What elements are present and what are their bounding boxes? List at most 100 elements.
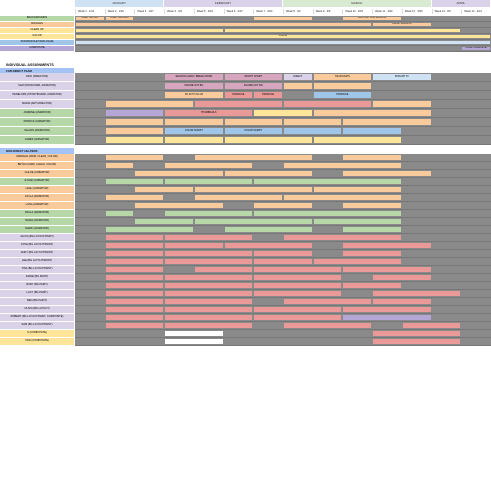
task-bar[interactable]: START LAYOUT bbox=[76, 17, 104, 20]
task-bar[interactable]: COLOR SCRIPT bbox=[165, 128, 223, 134]
task-bar[interactable]: MOUTH CHART bbox=[224, 74, 282, 80]
task-bar[interactable] bbox=[343, 315, 431, 320]
task-bar[interactable] bbox=[343, 307, 431, 312]
task-bar[interactable] bbox=[284, 299, 372, 304]
task-bar[interactable]: FIGURE OUT BG bbox=[224, 83, 282, 89]
task-bar[interactable]: FIGURE OUT BG bbox=[165, 83, 223, 89]
task-bar[interactable] bbox=[254, 275, 342, 280]
task-bar[interactable]: COLOR bbox=[76, 35, 490, 38]
task-bar[interactable] bbox=[254, 267, 342, 272]
task-bar[interactable] bbox=[165, 119, 223, 125]
task-bar[interactable] bbox=[165, 235, 253, 240]
task-bar[interactable] bbox=[105, 163, 134, 168]
task-bar[interactable] bbox=[224, 137, 312, 143]
task-bar[interactable] bbox=[194, 101, 282, 107]
task-bar[interactable] bbox=[343, 119, 431, 125]
task-bar[interactable] bbox=[105, 155, 164, 160]
task-bar[interactable] bbox=[165, 163, 253, 168]
task-bar[interactable] bbox=[105, 323, 164, 328]
task-bar[interactable]: PRODUCE bbox=[254, 92, 282, 98]
task-bar[interactable] bbox=[254, 315, 342, 320]
task-bar[interactable]: PRODUCE bbox=[313, 92, 372, 98]
task-bar[interactable] bbox=[254, 17, 312, 20]
task-bar[interactable]: START BG PAINT bbox=[105, 17, 134, 20]
task-bar[interactable] bbox=[105, 235, 164, 240]
task-bar[interactable] bbox=[105, 291, 164, 296]
task-bar[interactable] bbox=[254, 203, 312, 208]
task-bar[interactable] bbox=[105, 119, 164, 125]
task-bar[interactable] bbox=[105, 110, 164, 116]
task-bar[interactable] bbox=[105, 299, 164, 304]
task-bar[interactable] bbox=[254, 307, 342, 312]
task-bar[interactable] bbox=[135, 219, 193, 224]
task-bar[interactable] bbox=[105, 251, 164, 256]
task-bar[interactable] bbox=[254, 283, 342, 288]
task-bar[interactable] bbox=[284, 83, 312, 89]
task-bar[interactable] bbox=[224, 171, 312, 176]
task-bar[interactable] bbox=[343, 203, 401, 208]
task-bar[interactable] bbox=[165, 251, 253, 256]
task-bar[interactable]: SC 26 TO SC 29 bbox=[165, 92, 223, 98]
task-bar[interactable] bbox=[135, 203, 223, 208]
task-bar[interactable] bbox=[313, 83, 372, 89]
task-bar[interactable] bbox=[313, 187, 401, 192]
task-bar[interactable] bbox=[284, 323, 372, 328]
task-bar[interactable] bbox=[105, 243, 164, 248]
task-bar[interactable] bbox=[105, 259, 164, 264]
task-bar[interactable] bbox=[135, 171, 223, 176]
task-bar[interactable]: SECOND AUDIO / BREAK DOWN bbox=[165, 74, 223, 80]
task-bar[interactable]: COLOR SCRIPT bbox=[224, 128, 282, 134]
task-bar[interactable]: PUBLISH TC bbox=[373, 74, 431, 80]
task-bar[interactable] bbox=[313, 110, 431, 116]
task-bar[interactable] bbox=[373, 101, 431, 107]
task-bar[interactable] bbox=[284, 128, 342, 134]
task-bar[interactable] bbox=[313, 219, 401, 224]
task-bar[interactable] bbox=[254, 291, 342, 296]
task-bar[interactable] bbox=[224, 119, 282, 125]
task-bar[interactable] bbox=[194, 267, 253, 272]
task-bar[interactable] bbox=[135, 187, 193, 192]
task-bar[interactable] bbox=[373, 331, 461, 336]
task-bar[interactable] bbox=[284, 195, 401, 200]
task-bar[interactable] bbox=[165, 179, 253, 184]
task-bar[interactable] bbox=[165, 299, 253, 304]
task-bar[interactable] bbox=[105, 101, 193, 107]
task-bar[interactable] bbox=[313, 137, 401, 143]
task-bar[interactable] bbox=[343, 251, 401, 256]
task-bar[interactable] bbox=[284, 235, 401, 240]
task-bar[interactable]: DIRECT bbox=[284, 74, 312, 80]
task-bar[interactable] bbox=[254, 211, 401, 216]
task-bar[interactable] bbox=[165, 283, 253, 288]
task-bar[interactable] bbox=[224, 243, 312, 248]
task-bar[interactable] bbox=[194, 155, 312, 160]
task-bar[interactable] bbox=[165, 315, 253, 320]
task-bar[interactable]: COMP COMPLETE bbox=[462, 47, 490, 50]
task-bar[interactable] bbox=[165, 275, 253, 280]
task-bar[interactable] bbox=[165, 339, 223, 344]
task-bar[interactable] bbox=[284, 163, 401, 168]
task-bar[interactable] bbox=[373, 299, 431, 304]
task-bar[interactable] bbox=[165, 331, 223, 336]
task-bar[interactable] bbox=[254, 251, 312, 256]
task-bar[interactable] bbox=[194, 219, 312, 224]
task-bar[interactable] bbox=[105, 283, 164, 288]
task-bar[interactable] bbox=[105, 211, 134, 216]
task-bar[interactable] bbox=[105, 195, 164, 200]
task-bar[interactable] bbox=[224, 29, 461, 32]
task-bar[interactable] bbox=[373, 339, 461, 344]
task-bar[interactable]: THUMBNAILS bbox=[165, 110, 253, 116]
task-bar[interactable]: FINISH ROUGHS bbox=[373, 23, 431, 26]
task-bar[interactable] bbox=[165, 291, 253, 296]
task-bar[interactable] bbox=[105, 275, 164, 280]
task-bar[interactable] bbox=[105, 267, 164, 272]
task-bar[interactable] bbox=[343, 171, 431, 176]
task-bar[interactable] bbox=[284, 101, 372, 107]
task-bar[interactable] bbox=[76, 23, 372, 26]
task-bar[interactable] bbox=[343, 267, 431, 272]
task-bar[interactable] bbox=[254, 110, 312, 116]
task-bar[interactable] bbox=[165, 259, 253, 264]
task-bar[interactable] bbox=[76, 41, 490, 44]
task-bar[interactable] bbox=[343, 227, 401, 232]
task-bar[interactable] bbox=[105, 315, 164, 320]
task-bar[interactable] bbox=[105, 137, 164, 143]
